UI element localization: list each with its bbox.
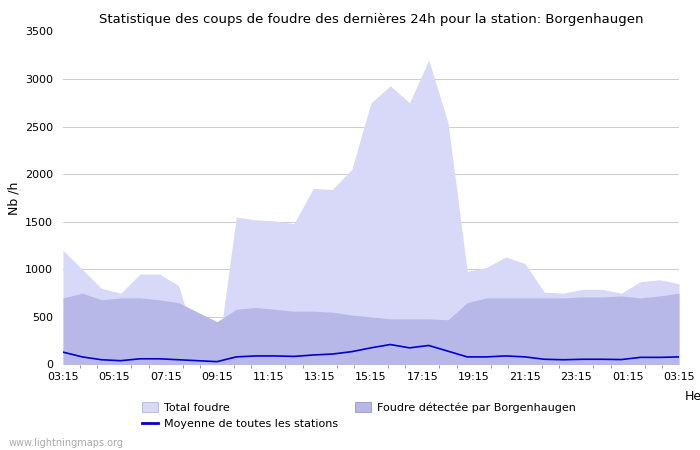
Y-axis label: Nb /h: Nb /h [8, 181, 21, 215]
Title: Statistique des coups de foudre des dernières 24h pour la station: Borgenhaugen: Statistique des coups de foudre des dern… [99, 13, 643, 26]
Legend: Total foudre, Moyenne de toutes les stations, Foudre détectée par Borgenhaugen: Total foudre, Moyenne de toutes les stat… [141, 402, 575, 429]
Text: www.lightningmaps.org: www.lightningmaps.org [8, 438, 123, 448]
Text: Heure: Heure [685, 390, 700, 402]
